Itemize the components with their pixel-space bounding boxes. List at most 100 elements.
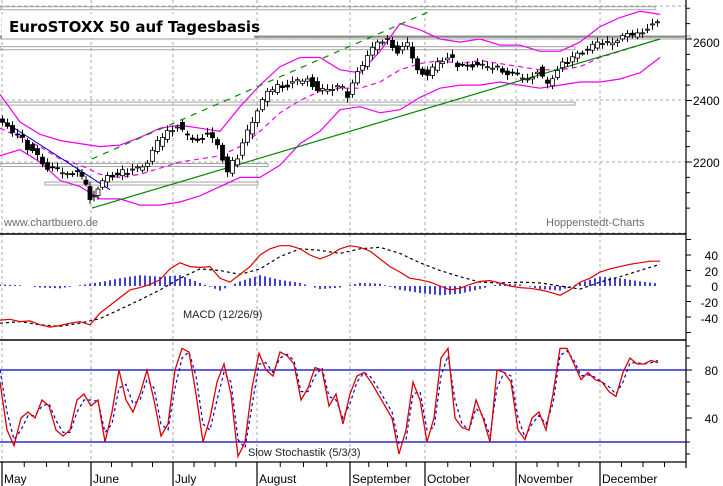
watermark-left: www.chartbuero.de: [3, 217, 98, 229]
candlestick: [170, 130, 175, 133]
candlestick: [260, 99, 265, 111]
candlestick: [610, 42, 615, 46]
candlestick: [545, 79, 550, 84]
candlestick: [120, 169, 125, 177]
month-november: November: [518, 472, 573, 486]
candlestick: [385, 37, 390, 40]
macd-label: MACD (12/26/9): [183, 309, 262, 321]
candlestick: [485, 66, 490, 69]
candlestick: [110, 174, 115, 178]
candlestick: [205, 132, 210, 135]
candlestick: [625, 33, 630, 38]
candlestick: [15, 133, 20, 136]
candlestick: [25, 140, 30, 151]
candlestick: [60, 172, 65, 175]
candlestick: [305, 78, 310, 82]
macd-line: [0, 245, 660, 328]
price-tick-2200: 2200: [693, 156, 720, 170]
candlestick: [500, 68, 505, 73]
candlestick: [430, 66, 435, 76]
candlestick: [600, 43, 605, 46]
candlestick: [630, 32, 635, 36]
candlestick: [595, 41, 600, 49]
downtrend-line: [0, 118, 111, 191]
candlestick: [655, 21, 660, 24]
candlestick: [620, 35, 625, 40]
zone-band: [0, 35, 691, 40]
month-august: August: [259, 472, 297, 486]
candlestick: [460, 63, 465, 66]
uptrend-channel-line: [91, 10, 431, 160]
candlestick: [70, 173, 75, 176]
month-december: December: [602, 472, 657, 486]
candlestick: [210, 132, 215, 139]
candlestick: [95, 188, 101, 196]
candlestick: [510, 71, 515, 74]
candlestick: [79, 171, 85, 177]
candlestick: [645, 28, 650, 31]
macd-signal-line: [0, 246, 661, 327]
candlestick: [135, 166, 140, 169]
candlestick: [340, 86, 345, 89]
stoch-d-line: [0, 349, 659, 450]
candlestick: [130, 168, 135, 171]
zone-band: [0, 6, 656, 11]
bollinger-middle: [0, 38, 661, 179]
candlestick: [490, 67, 495, 70]
candlestick: [225, 156, 230, 173]
candlestick: [180, 121, 185, 130]
candlestick: [195, 138, 200, 141]
candlestick: [640, 32, 645, 35]
candlestick: [330, 89, 335, 91]
candlestick: [395, 45, 400, 54]
candlestick: [125, 173, 130, 175]
candlestick: [365, 55, 370, 67]
candlestick: [580, 52, 585, 55]
zone-band: [44, 181, 259, 186]
macd-panel: [0, 245, 661, 328]
stoch-tick-40: 40: [705, 412, 719, 426]
candlestick: [50, 166, 55, 169]
candlestick: [245, 129, 250, 143]
candlestick: [465, 64, 470, 67]
stoch-tick-80: 80: [705, 364, 719, 378]
month-september: September: [352, 472, 411, 486]
candlestick: [165, 130, 170, 140]
candlestick: [240, 142, 245, 156]
candlestick: [540, 66, 545, 77]
candlestick: [615, 40, 620, 43]
stochastic-panel: [0, 346, 686, 459]
zone-band: [0, 163, 269, 168]
candlestick: [145, 162, 150, 167]
candlestick: [410, 46, 415, 59]
macd-tick-neg20: -20: [701, 296, 719, 310]
candlestick: [140, 166, 145, 171]
candlestick: [20, 134, 25, 138]
candlestick: [525, 78, 530, 81]
candlestick: [40, 156, 45, 165]
candlestick: [10, 125, 15, 133]
gridlines: [0, 0, 686, 462]
axes: [0, 0, 692, 486]
candlestick: [375, 41, 380, 51]
candlestick: [585, 48, 590, 51]
candlestick: [360, 65, 365, 71]
candlestick: [575, 52, 580, 59]
month-october: October: [427, 472, 470, 486]
candlestick: [83, 179, 89, 185]
candlestick: [65, 173, 70, 176]
candlestick: [535, 71, 540, 75]
candlestick: [220, 144, 225, 161]
candlestick: [325, 89, 330, 92]
macd-tick-0: 0: [711, 280, 718, 294]
macd-tick-40: 40: [705, 249, 719, 263]
candlestick: [285, 84, 290, 88]
candlestick: [190, 137, 195, 140]
candlestick: [255, 110, 260, 123]
candlestick: [605, 41, 610, 43]
month-july: July: [175, 472, 196, 486]
candlestick: [30, 144, 35, 152]
candlestick: [555, 69, 560, 78]
price-tick-2600: 2600: [693, 36, 720, 50]
